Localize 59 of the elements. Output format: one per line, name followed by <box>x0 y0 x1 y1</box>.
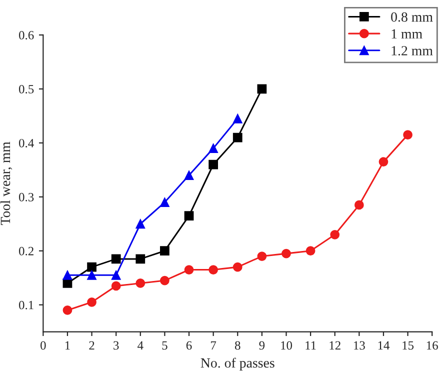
point <box>184 265 194 274</box>
point <box>257 84 267 94</box>
x-tick-label: 16 <box>426 341 438 350</box>
x-tick-label: 2 <box>89 341 94 350</box>
y-tick-label: 0.2 <box>18 246 34 256</box>
y-tick-label: 0.3 <box>18 192 34 202</box>
point <box>306 246 316 256</box>
x-tick-label: 1 <box>65 341 70 350</box>
y-tick-label: 0.6 <box>18 30 34 40</box>
x-tick-label: 9 <box>259 341 265 350</box>
point <box>208 160 218 170</box>
point <box>160 198 170 207</box>
legend-label: 1 mm <box>392 29 422 38</box>
point <box>403 130 412 140</box>
point <box>136 219 146 229</box>
point <box>184 211 194 220</box>
point <box>257 252 267 261</box>
point <box>160 276 170 286</box>
point <box>62 306 72 315</box>
point <box>87 262 96 272</box>
x-tick-label: 0 <box>40 341 46 350</box>
x-tick-label: 8 <box>234 341 240 350</box>
point <box>111 281 121 291</box>
point <box>136 278 146 288</box>
point <box>378 157 388 166</box>
point <box>160 246 170 256</box>
point <box>111 254 121 264</box>
x-tick-label: 3 <box>114 341 119 350</box>
y-tick-label: 0.5 <box>18 84 34 94</box>
point <box>87 270 96 280</box>
legend-label: 0.8 mm <box>391 12 433 22</box>
point <box>87 297 96 307</box>
y-axis-title: Tool wear, mm <box>0 142 12 225</box>
point <box>62 270 72 280</box>
point <box>232 132 242 142</box>
x-tick-label: 14 <box>378 341 390 350</box>
point <box>232 114 242 124</box>
point <box>136 254 146 264</box>
point <box>232 262 242 272</box>
legend-label: 1.2 mm <box>392 46 433 56</box>
x-tick-label: 13 <box>354 341 365 350</box>
x-axis-title: No. of passes <box>200 358 274 370</box>
point <box>354 200 364 210</box>
x-tick-label: 11 <box>306 341 316 350</box>
x-tick-label: 12 <box>330 341 340 350</box>
y-tick-label: 0.4 <box>18 138 34 148</box>
x-tick-label: 10 <box>281 341 292 350</box>
point <box>208 265 218 274</box>
y-tick-label: 0.1 <box>18 300 34 310</box>
x-tick-label: 4 <box>138 341 144 350</box>
point <box>111 270 121 280</box>
x-tick-label: 7 <box>211 341 216 350</box>
point <box>208 144 218 153</box>
x-tick-label: 6 <box>186 341 192 350</box>
x-tick-label: 15 <box>402 341 414 350</box>
point <box>330 230 340 240</box>
point <box>282 248 291 258</box>
point <box>184 170 194 180</box>
x-tick-label: 5 <box>162 341 168 350</box>
